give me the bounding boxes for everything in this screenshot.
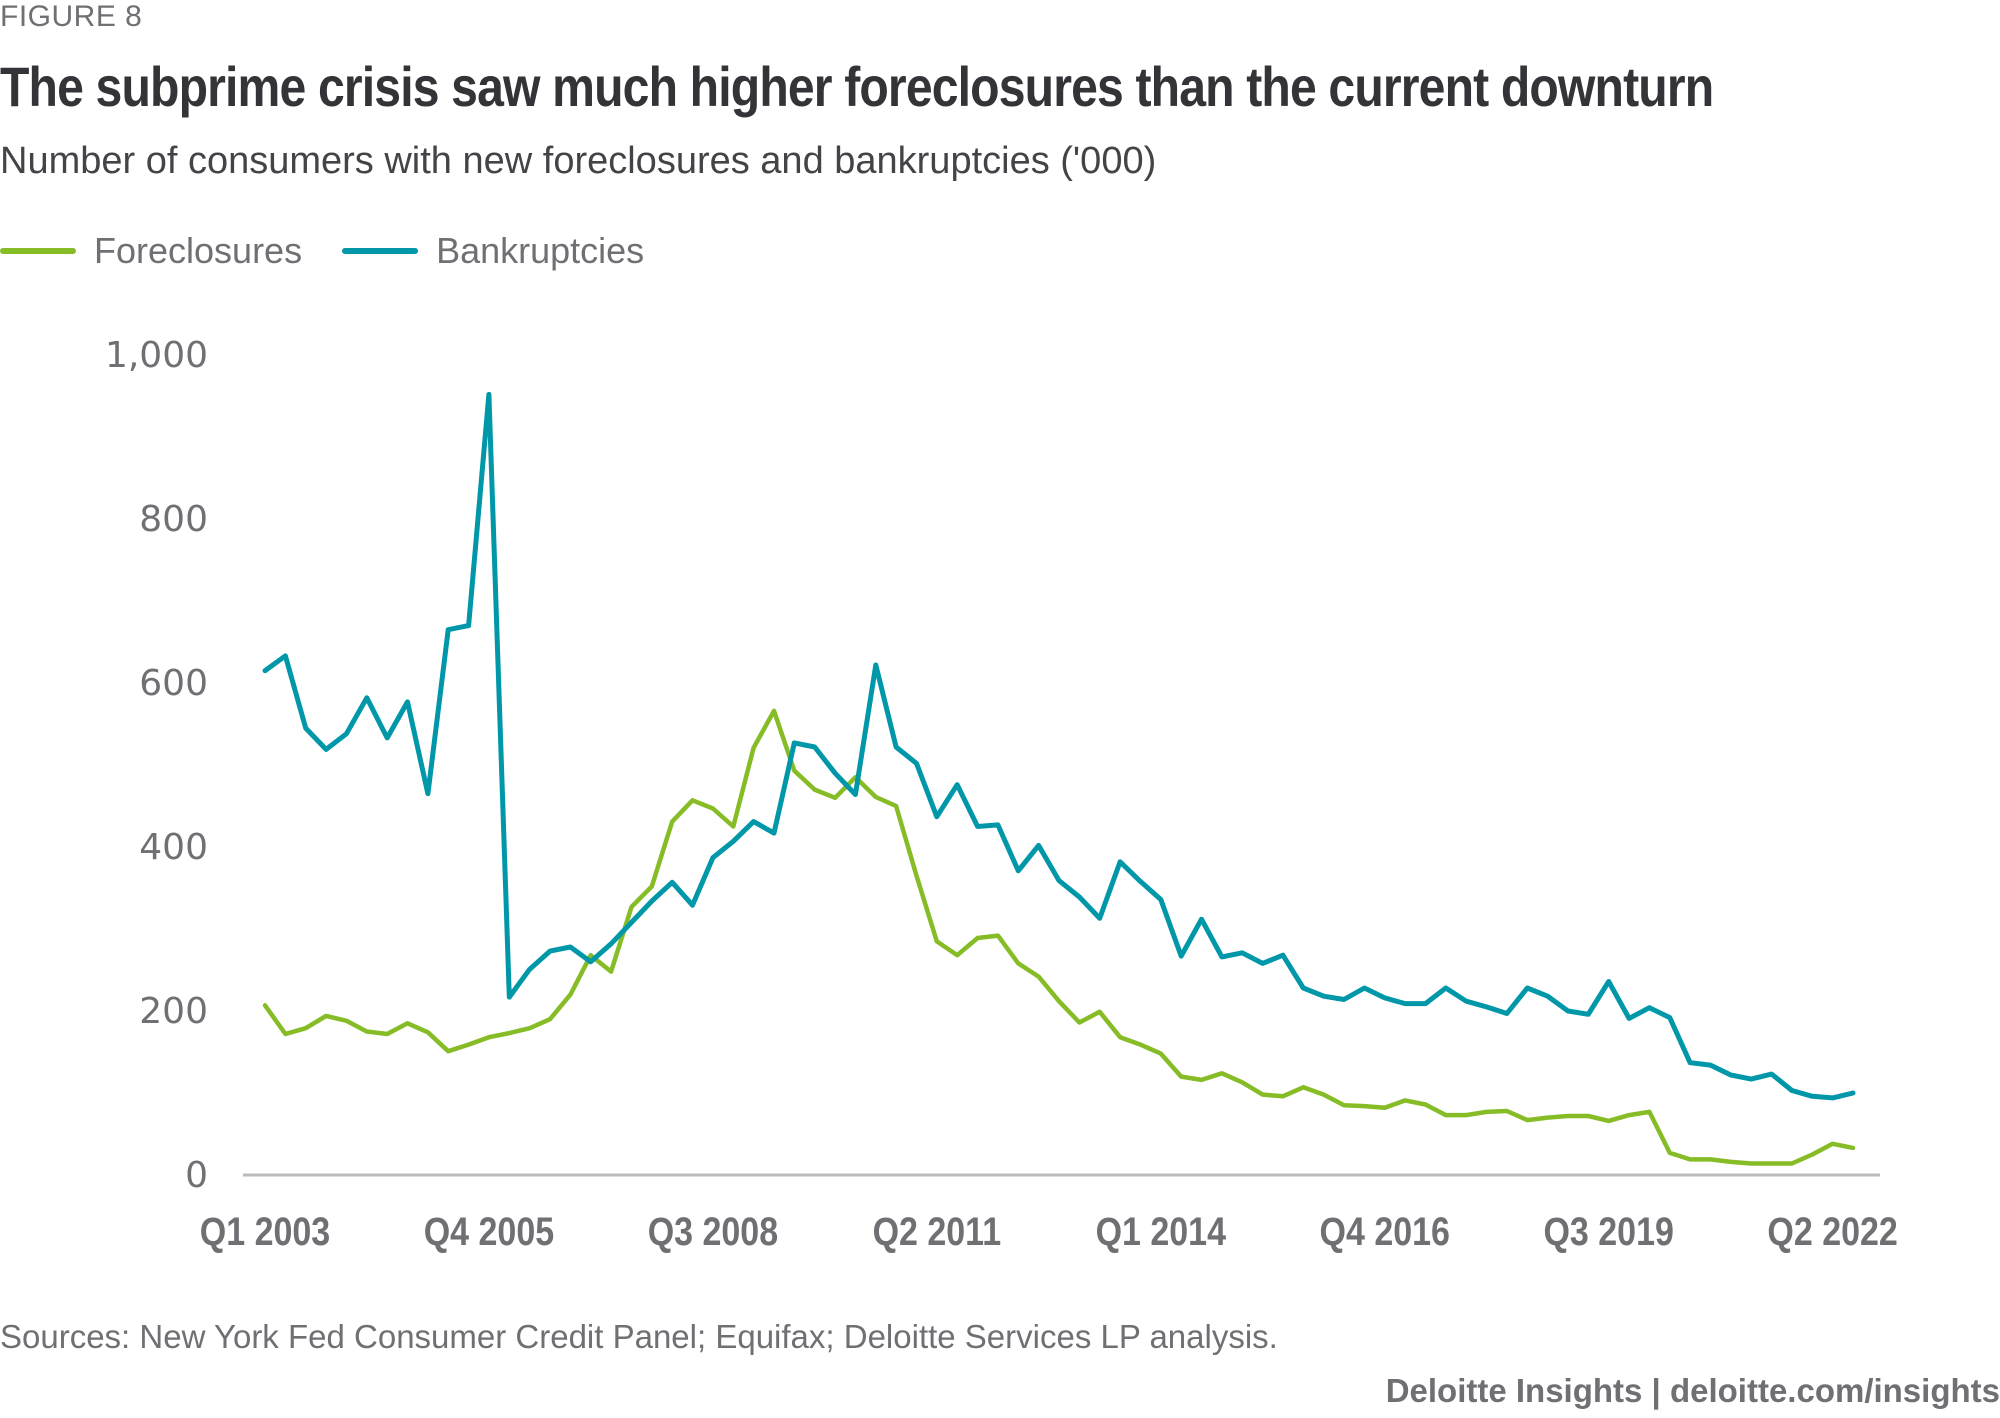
chart-subtitle: Number of consumers with new foreclosure… [0, 140, 1157, 182]
x-tick-label: Q1 2014 [1096, 1208, 1227, 1253]
y-tick-label: 400 [139, 827, 208, 868]
chart-title: The subprime crisis saw much higher fore… [0, 55, 1714, 118]
x-tick-label: Q4 2005 [424, 1208, 554, 1253]
y-tick-label: 0 [185, 1155, 208, 1196]
legend-item-foreclosures: Foreclosures [0, 230, 302, 272]
x-tick-label: Q4 2016 [1320, 1208, 1450, 1253]
legend-label-bankruptcies: Bankruptcies [436, 230, 645, 271]
x-tick-label: Q3 2008 [648, 1208, 778, 1253]
y-tick-label: 800 [139, 499, 208, 540]
legend-swatch-foreclosures [0, 248, 76, 254]
y-tick-label: 1,000 [105, 335, 208, 376]
legend-item-bankruptcies: Bankruptcies [342, 230, 644, 272]
y-tick-label: 200 [139, 991, 208, 1032]
x-tick-label: Q3 2019 [1543, 1208, 1673, 1253]
x-tick-label: Q2 2011 [873, 1208, 1002, 1253]
legend-swatch-bankruptcies [342, 248, 419, 254]
y-tick-label: 600 [139, 663, 208, 704]
legend: Foreclosures Bankruptcies [0, 230, 684, 272]
x-tick-label: Q2 2022 [1767, 1208, 1897, 1253]
x-tick-label: Q1 2003 [200, 1208, 330, 1253]
legend-label-foreclosures: Foreclosures [94, 230, 303, 271]
series-line-bankruptcies [262, 391, 1856, 1101]
series-line-foreclosures [262, 708, 1856, 1166]
figure-label: FIGURE 8 [0, 0, 143, 33]
line-chart: 0 200 400 600 800 1,000 Q1 2003 Q4 2005 Q3 2008 Q… [105, 335, 1898, 1254]
credit-line: Deloitte Insights | deloitte.com/insight… [1385, 1372, 2000, 1409]
sources-note: Sources: New York Fed Consumer Credit Pa… [0, 1318, 1278, 1355]
